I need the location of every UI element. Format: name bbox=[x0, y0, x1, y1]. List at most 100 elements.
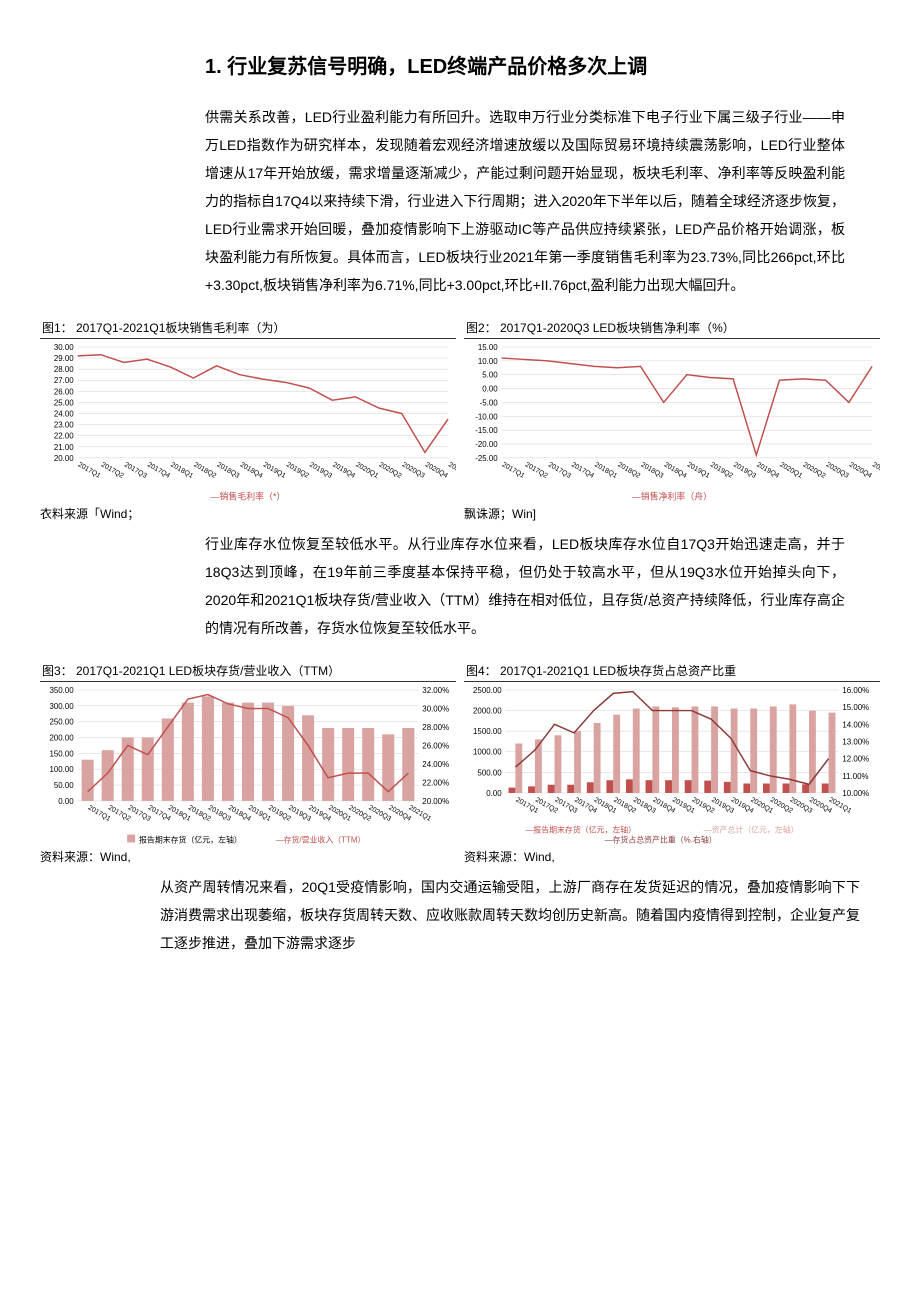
svg-text:2000.00: 2000.00 bbox=[473, 707, 502, 716]
svg-text:350.00: 350.00 bbox=[49, 686, 74, 695]
svg-text:2017Q3: 2017Q3 bbox=[123, 461, 148, 479]
chart4-title: 图4： 2017Q1-2021Q1 LED板块存货占总资产比重 bbox=[464, 662, 880, 679]
svg-text:2019Q4: 2019Q4 bbox=[755, 461, 780, 479]
svg-text:16.00%: 16.00% bbox=[842, 686, 869, 695]
svg-text:—报告期末存货（亿元，左轴）: —报告期末存货（亿元，左轴） bbox=[525, 825, 636, 835]
svg-text:—存货占总资产比重（%.右轴）: —存货占总资产比重（%.右轴） bbox=[605, 834, 717, 844]
charts-row-2: 图3： 2017Q1-2021Q1 LED板块存货/营业收入（TTM） 0.00… bbox=[40, 662, 880, 846]
svg-text:2020Q2: 2020Q2 bbox=[802, 461, 827, 479]
svg-text:—销售毛利率（*）: —销售毛利率（*） bbox=[211, 490, 286, 501]
chart3-source: 资料来源：Wind, bbox=[40, 848, 456, 865]
svg-text:2017Q3: 2017Q3 bbox=[547, 461, 572, 479]
svg-text:12.00%: 12.00% bbox=[842, 755, 869, 764]
svg-text:24.00: 24.00 bbox=[54, 409, 74, 418]
chart4-source: 资料来源：Wind, bbox=[464, 848, 880, 865]
svg-text:—存货/营业收入（TTM）: —存货/营业收入（TTM） bbox=[276, 834, 366, 844]
svg-text:32.00%: 32.00% bbox=[422, 686, 449, 695]
svg-text:1000.00: 1000.00 bbox=[473, 748, 502, 757]
svg-text:2017Q2: 2017Q2 bbox=[100, 461, 125, 479]
svg-text:27.00: 27.00 bbox=[54, 376, 74, 385]
svg-text:2500.00: 2500.00 bbox=[473, 686, 502, 695]
chart2-source: 飘诛源；Win] bbox=[464, 505, 880, 522]
svg-text:2021Q1: 2021Q1 bbox=[447, 461, 456, 479]
svg-text:13.00%: 13.00% bbox=[842, 737, 869, 746]
svg-text:20.00%: 20.00% bbox=[422, 797, 449, 806]
svg-text:20.00: 20.00 bbox=[54, 454, 74, 463]
svg-text:100.00: 100.00 bbox=[49, 765, 74, 774]
svg-text:2020Q1: 2020Q1 bbox=[778, 461, 803, 479]
svg-text:2017Q1: 2017Q1 bbox=[501, 461, 526, 479]
chart4: 0.00 500.00 1000.00 1500.00 2000.00 2500.00 10… bbox=[464, 686, 880, 846]
svg-text:26.00: 26.00 bbox=[54, 387, 74, 396]
paragraph-3: 从资产周转情况来看，20Q1受疫情影响，国内交通运输受阻，上游厂商存在发货延迟的… bbox=[160, 873, 860, 957]
chart1: 20.0021.0022.0023.0024.0025.0026.0027.00… bbox=[40, 343, 456, 503]
svg-text:29.00: 29.00 bbox=[54, 354, 74, 363]
svg-text:2018Q2: 2018Q2 bbox=[616, 461, 641, 479]
chart3: 0.0050.00100.00150.00200.00250.00300.003… bbox=[40, 686, 456, 846]
svg-text:11.00%: 11.00% bbox=[842, 772, 868, 781]
svg-text:2021Q1: 2021Q1 bbox=[828, 797, 853, 815]
chart3-divider bbox=[40, 681, 456, 682]
svg-text:250.00: 250.00 bbox=[49, 718, 74, 727]
chart4-divider bbox=[464, 681, 880, 682]
svg-text:14.00%: 14.00% bbox=[842, 720, 869, 729]
svg-text:-25.00: -25.00 bbox=[475, 454, 498, 463]
svg-text:10.00: 10.00 bbox=[478, 357, 498, 366]
svg-text:2018Q1: 2018Q1 bbox=[593, 461, 618, 479]
svg-text:500.00: 500.00 bbox=[477, 768, 502, 777]
svg-text:2019Q1: 2019Q1 bbox=[686, 461, 711, 479]
svg-text:2021Q1: 2021Q1 bbox=[407, 804, 432, 822]
svg-text:—销售净利率（舟）: —销售净利率（舟） bbox=[632, 490, 712, 501]
svg-text:10.00%: 10.00% bbox=[842, 789, 869, 798]
svg-text:-5.00: -5.00 bbox=[480, 398, 499, 407]
svg-text:2020Q4: 2020Q4 bbox=[848, 461, 873, 479]
svg-text:0.00: 0.00 bbox=[482, 385, 498, 394]
svg-text:2020Q2: 2020Q2 bbox=[378, 461, 403, 479]
svg-text:2019Q2: 2019Q2 bbox=[285, 461, 310, 479]
svg-text:—资产总计（亿元，左轴）: —资产总计（亿元，左轴） bbox=[704, 825, 799, 835]
svg-text:-20.00: -20.00 bbox=[475, 440, 498, 449]
chart1-title: 图1： 2017Q1-2021Q1板块销售毛利率（为） bbox=[40, 319, 456, 336]
chart3-title: 图3： 2017Q1-2021Q1 LED板块存货/营业收入（TTM） bbox=[40, 662, 456, 679]
svg-text:2020Q4: 2020Q4 bbox=[424, 461, 449, 479]
svg-text:23.00: 23.00 bbox=[54, 421, 74, 430]
svg-text:22.00%: 22.00% bbox=[422, 778, 449, 787]
svg-text:2017Q4: 2017Q4 bbox=[146, 461, 171, 479]
svg-text:0.00: 0.00 bbox=[486, 789, 502, 798]
svg-text:28.00%: 28.00% bbox=[422, 723, 449, 732]
svg-text:2020Q3: 2020Q3 bbox=[401, 461, 426, 479]
svg-text:2019Q3: 2019Q3 bbox=[308, 461, 333, 479]
chart2: -25.00-20.00-15.00-10.00-5.000.005.0010.… bbox=[464, 343, 880, 503]
chart2-divider bbox=[464, 338, 880, 339]
svg-text:2019Q2: 2019Q2 bbox=[709, 461, 734, 479]
svg-text:报告期末存货（亿元，左轴）: 报告期末存货（亿元，左轴） bbox=[139, 834, 242, 844]
svg-text:2021Q1: 2021Q1 bbox=[871, 461, 880, 479]
svg-text:30.00: 30.00 bbox=[54, 343, 74, 352]
svg-text:2017Q1: 2017Q1 bbox=[77, 461, 102, 479]
svg-text:21.00: 21.00 bbox=[54, 443, 74, 452]
svg-text:1500.00: 1500.00 bbox=[473, 727, 502, 736]
svg-text:2018Q2: 2018Q2 bbox=[192, 461, 217, 479]
svg-text:26.00%: 26.00% bbox=[422, 741, 449, 750]
svg-text:0.00: 0.00 bbox=[58, 797, 74, 806]
chart1-source: 衣料来源「Wind； bbox=[40, 505, 456, 522]
svg-text:2019Q3: 2019Q3 bbox=[732, 461, 757, 479]
page-heading: 1. 行业复苏信号明确，LED终端产品价格多次上调 bbox=[205, 50, 880, 79]
svg-text:2018Q3: 2018Q3 bbox=[216, 461, 241, 479]
svg-text:25.00: 25.00 bbox=[54, 398, 74, 407]
svg-text:28.00: 28.00 bbox=[54, 365, 74, 374]
paragraph-2: 行业库存水位恢复至较低水平。从行业库存水位来看，LED板块库存水位自17Q3开始… bbox=[205, 530, 845, 642]
paragraph-1: 供需关系改善，LED行业盈利能力有所回升。选取申万行业分类标准下电子行业下属三级… bbox=[205, 103, 845, 299]
svg-text:15.00: 15.00 bbox=[478, 343, 498, 352]
svg-text:50.00: 50.00 bbox=[54, 781, 74, 790]
svg-text:2018Q3: 2018Q3 bbox=[640, 461, 665, 479]
svg-text:30.00%: 30.00% bbox=[422, 704, 449, 713]
svg-text:2017Q4: 2017Q4 bbox=[570, 461, 595, 479]
svg-text:200.00: 200.00 bbox=[49, 733, 74, 742]
svg-text:2017Q2: 2017Q2 bbox=[524, 461, 549, 479]
svg-text:2020Q3: 2020Q3 bbox=[825, 461, 850, 479]
chart1-divider bbox=[40, 338, 456, 339]
svg-text:2019Q4: 2019Q4 bbox=[331, 461, 356, 479]
charts-row-1: 图1： 2017Q1-2021Q1板块销售毛利率（为） 20.0021.0022… bbox=[40, 319, 880, 503]
svg-text:-10.00: -10.00 bbox=[475, 412, 498, 421]
